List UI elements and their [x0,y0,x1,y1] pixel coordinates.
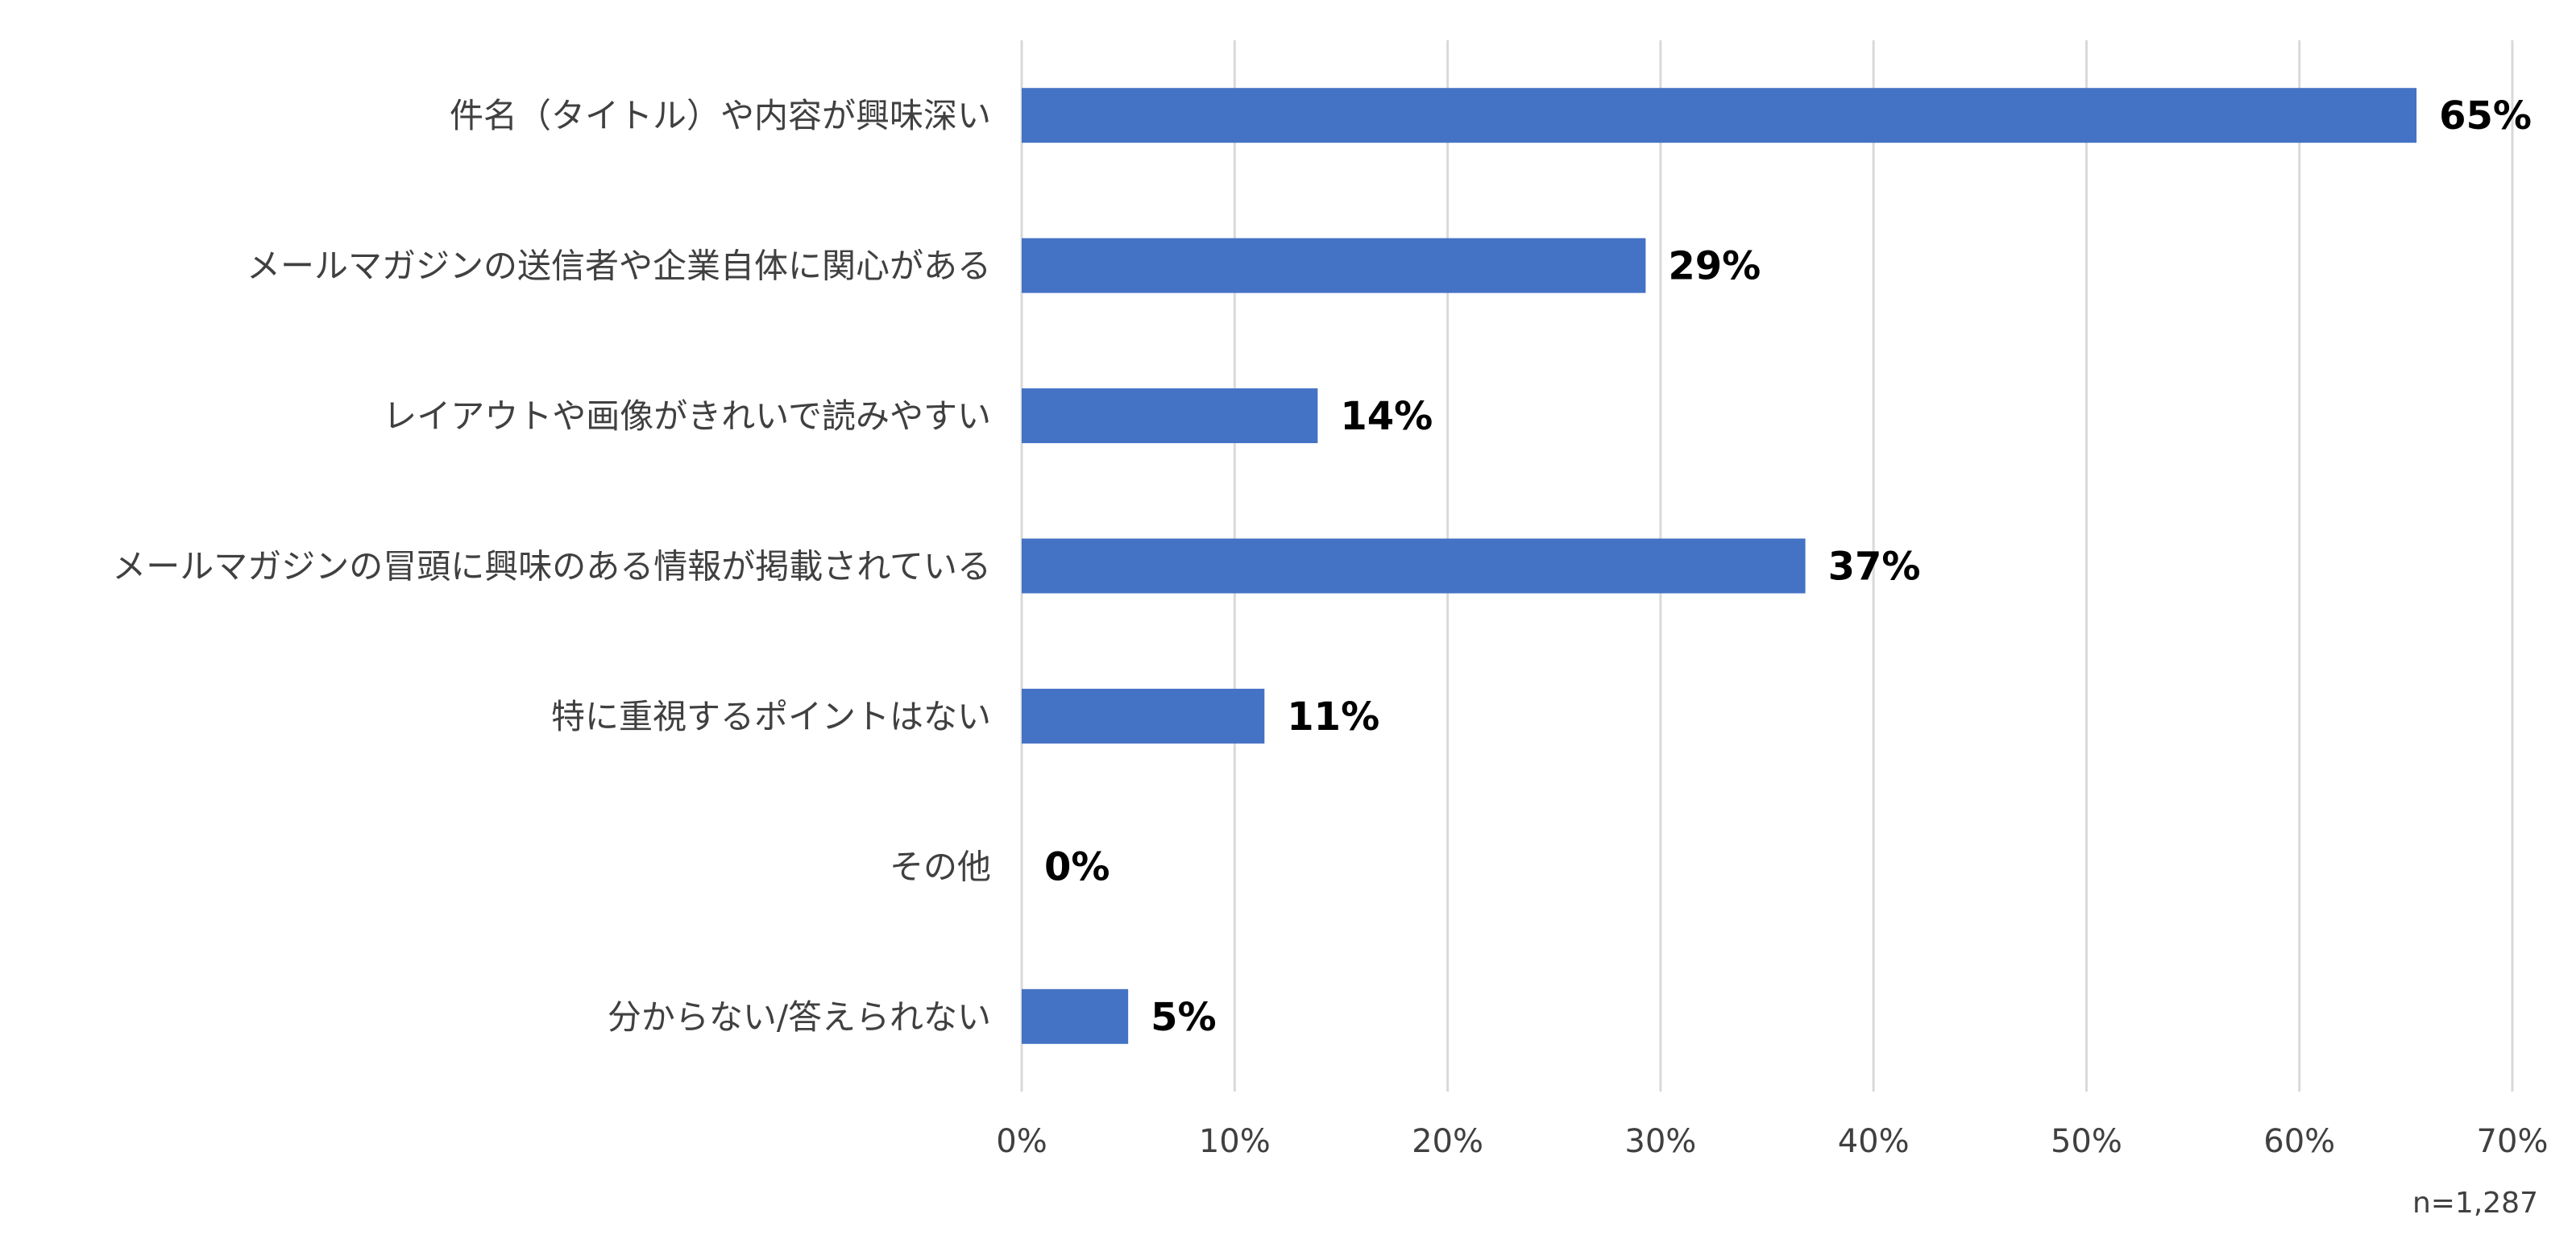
labels: 0% 10% 20% 30% 40% 50% 60% 70% 件名（タイトル）や内容が興味深い 6… [112,93,2548,1160]
bar [1022,238,1646,293]
bar [1022,988,1129,1044]
x-tick-label: 40% [1838,1123,1910,1160]
category-label: レイアウトや画像がきれいで読みやすい [383,396,991,436]
data-label: 29% [1668,244,1761,289]
data-label: 65% [2439,93,2532,139]
data-label: 11% [1287,694,1379,740]
x-tick-label: 20% [1412,1123,1483,1160]
x-tick-label: 60% [2263,1123,2335,1160]
category-label: 分からない/答えられない [608,997,991,1037]
category-label: 件名（タイトル）や内容が興味深い [450,96,991,135]
x-tick-label: 50% [2051,1123,2122,1160]
bar [1022,88,2417,143]
data-label: 0% [1044,844,1110,889]
category-label: その他 [890,847,991,886]
sample-size-note: n=1,287 [2412,1187,2538,1220]
category-label: 特に重視するポイントはない [551,697,991,736]
data-label: 14% [1340,394,1433,439]
category-label: メールマガジンの冒頭に興味のある情報が掲載されている [112,547,991,586]
category-label: メールマガジンの送信者や企業自体に関心がある [247,247,991,286]
x-tick-label: 0% [996,1123,1047,1160]
x-tick-label: 10% [1199,1123,1271,1160]
bar [1022,688,1265,744]
x-tick-label: 30% [1624,1123,1696,1160]
bar [1022,388,1318,444]
data-label: 5% [1151,995,1217,1040]
data-label: 37% [1828,545,1921,590]
bars [1022,88,2417,1044]
bar [1022,538,1806,594]
x-tick-label: 70% [2477,1123,2549,1160]
